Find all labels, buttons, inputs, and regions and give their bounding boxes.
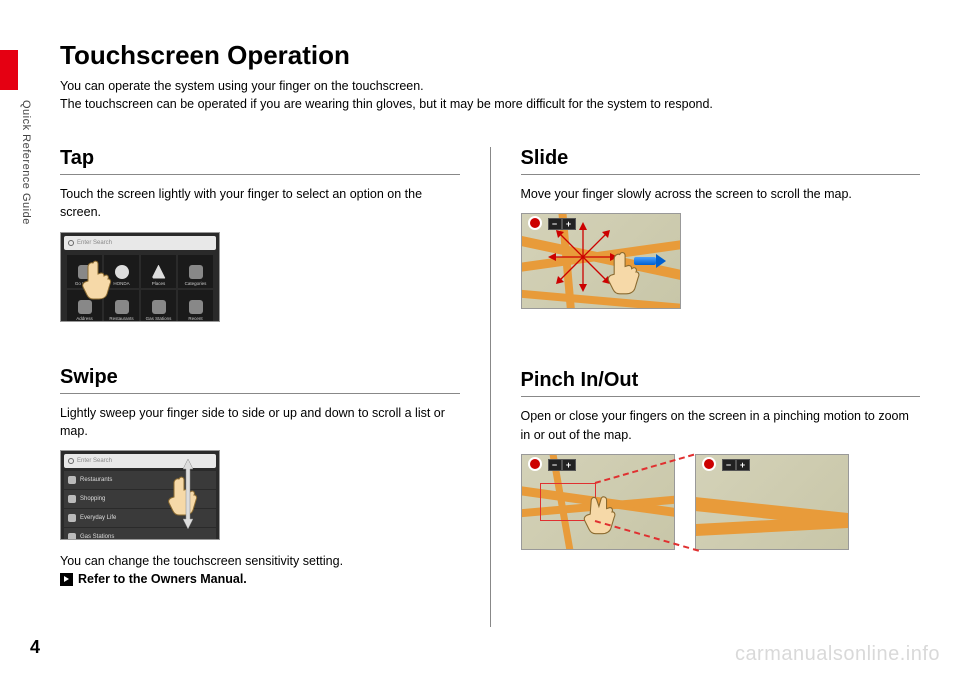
tap-figure: Enter Search Go Home HONDA Places Catego… (60, 232, 220, 322)
gps-marker-icon (528, 457, 542, 471)
tap-title: Tap (60, 147, 460, 175)
slide-figure: −+ (521, 213, 681, 309)
owners-manual-ref: Refer to the Owners Manual. (78, 572, 460, 586)
intro-text: You can operate the system using your fi… (60, 77, 920, 113)
menu-icon: Places (141, 255, 176, 288)
page-number: 4 (30, 637, 40, 658)
search-icon (68, 240, 74, 246)
slide-arrow-icon (634, 254, 666, 268)
section-swipe: Swipe Lightly sweep your finger side to … (60, 366, 460, 586)
swipe-note: You can change the touchscreen sensitivi… (60, 552, 460, 570)
menu-icon: Recent (178, 290, 213, 322)
page-content: Touchscreen Operation You can operate th… (60, 40, 920, 628)
search-icon (68, 458, 74, 464)
slide-desc: Move your finger slowly across the scree… (521, 185, 921, 203)
zoom-control: −+ (548, 459, 576, 471)
two-column-layout: Tap Touch the screen lightly with your f… (60, 147, 920, 627)
intro-line-2: The touchscreen can be operated if you a… (60, 97, 713, 111)
hand-tap-icon (79, 257, 115, 301)
pinch-desc: Open or close your fingers on the screen… (521, 407, 921, 443)
hand-pinch-icon (580, 489, 620, 537)
watermark: carmanualsonline.info (735, 643, 940, 666)
side-label: Quick Reference Guide (20, 100, 32, 225)
intro-line-1: You can operate the system using your fi… (60, 79, 424, 93)
tap-search-placeholder: Enter Search (77, 240, 112, 246)
swipe-arrow-icon (183, 459, 193, 529)
tap-search-bar: Enter Search (64, 236, 216, 250)
swipe-figure: Enter Search Restaurants Shopping Everyd… (60, 450, 220, 540)
page-title: Touchscreen Operation (60, 40, 920, 71)
section-pinch: Pinch In/Out Open or close your fingers … (521, 369, 921, 549)
tap-desc: Touch the screen lightly with your finge… (60, 185, 460, 221)
list-item: Gas Stations (64, 528, 216, 540)
left-column: Tap Touch the screen lightly with your f… (60, 147, 490, 627)
swipe-desc: Lightly sweep your finger side to side o… (60, 404, 460, 440)
swipe-search-placeholder: Enter Search (77, 458, 112, 464)
gps-marker-icon (528, 216, 542, 230)
pinch-title: Pinch In/Out (521, 369, 921, 397)
zoom-control: −+ (722, 459, 750, 471)
pinch-map-right: −+ (695, 454, 849, 550)
section-slide: Slide Move your finger slowly across the… (521, 147, 921, 309)
swipe-search-bar: Enter Search (64, 454, 216, 468)
section-tap: Tap Touch the screen lightly with your f… (60, 147, 460, 321)
red-edge-tab (0, 50, 18, 90)
menu-icon: Gas Stations (141, 290, 176, 322)
gps-marker-icon (702, 457, 716, 471)
menu-icon: Categories (178, 255, 213, 288)
slide-title: Slide (521, 147, 921, 175)
pinch-figure: −+ −+ (521, 454, 851, 550)
swipe-title: Swipe (60, 366, 460, 394)
right-column: Slide Move your finger slowly across the… (490, 147, 921, 627)
